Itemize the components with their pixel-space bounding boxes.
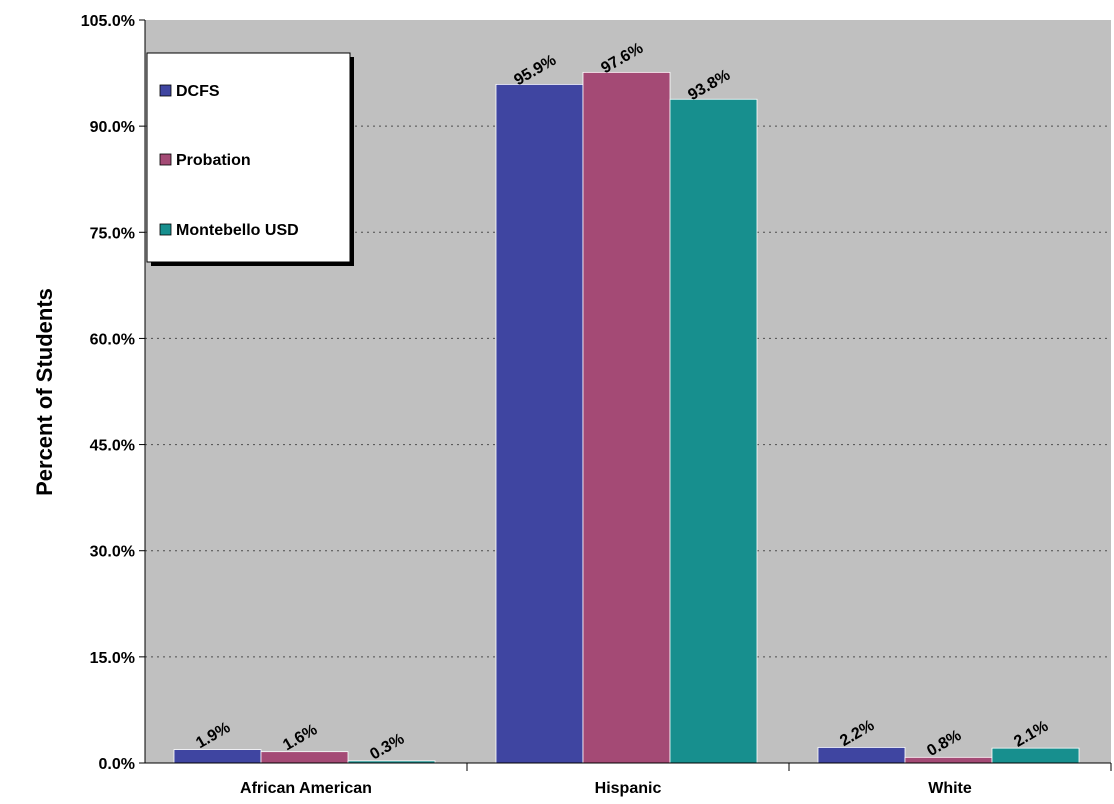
y-tick-label: 30.0% xyxy=(90,544,135,561)
bar xyxy=(817,747,906,764)
bar xyxy=(991,747,1080,764)
legend-label: Probation xyxy=(176,152,251,169)
legend-swatch xyxy=(159,153,172,166)
y-ticks: 0.0% 15.0% 30.0% 45.0% 60.0% 75.0% 90.0% 105.0% xyxy=(81,13,145,773)
bar xyxy=(173,749,262,764)
gridlines xyxy=(145,125,1111,658)
y-axis-title: Percent of Students xyxy=(32,288,57,496)
bar xyxy=(495,83,584,764)
legend-swatch xyxy=(159,84,172,97)
x-tick-label: White xyxy=(928,780,972,797)
y-tick-label: 105.0% xyxy=(81,13,135,30)
legend-swatch xyxy=(159,223,172,236)
legend-label: Montebello USD xyxy=(176,222,299,239)
x-tick-label: Hispanic xyxy=(595,780,662,797)
bars xyxy=(173,71,1080,764)
y-tick-label: 75.0% xyxy=(90,225,135,242)
bar xyxy=(669,98,758,764)
x-tick-label: African American xyxy=(240,780,372,797)
legend: DCFS Probation Montebello USD xyxy=(146,52,354,266)
y-tick-label: 0.0% xyxy=(99,756,135,773)
y-tick-label: 45.0% xyxy=(90,438,135,455)
x-ticks: African American Hispanic White xyxy=(240,763,1112,797)
y-tick-label: 60.0% xyxy=(90,331,135,348)
bar xyxy=(260,751,349,764)
bar xyxy=(904,756,993,764)
y-tick-label: 90.0% xyxy=(90,119,135,136)
legend-label: DCFS xyxy=(176,83,220,100)
bar xyxy=(582,71,671,764)
legend-box xyxy=(146,52,351,263)
y-tick-label: 15.0% xyxy=(90,650,135,667)
